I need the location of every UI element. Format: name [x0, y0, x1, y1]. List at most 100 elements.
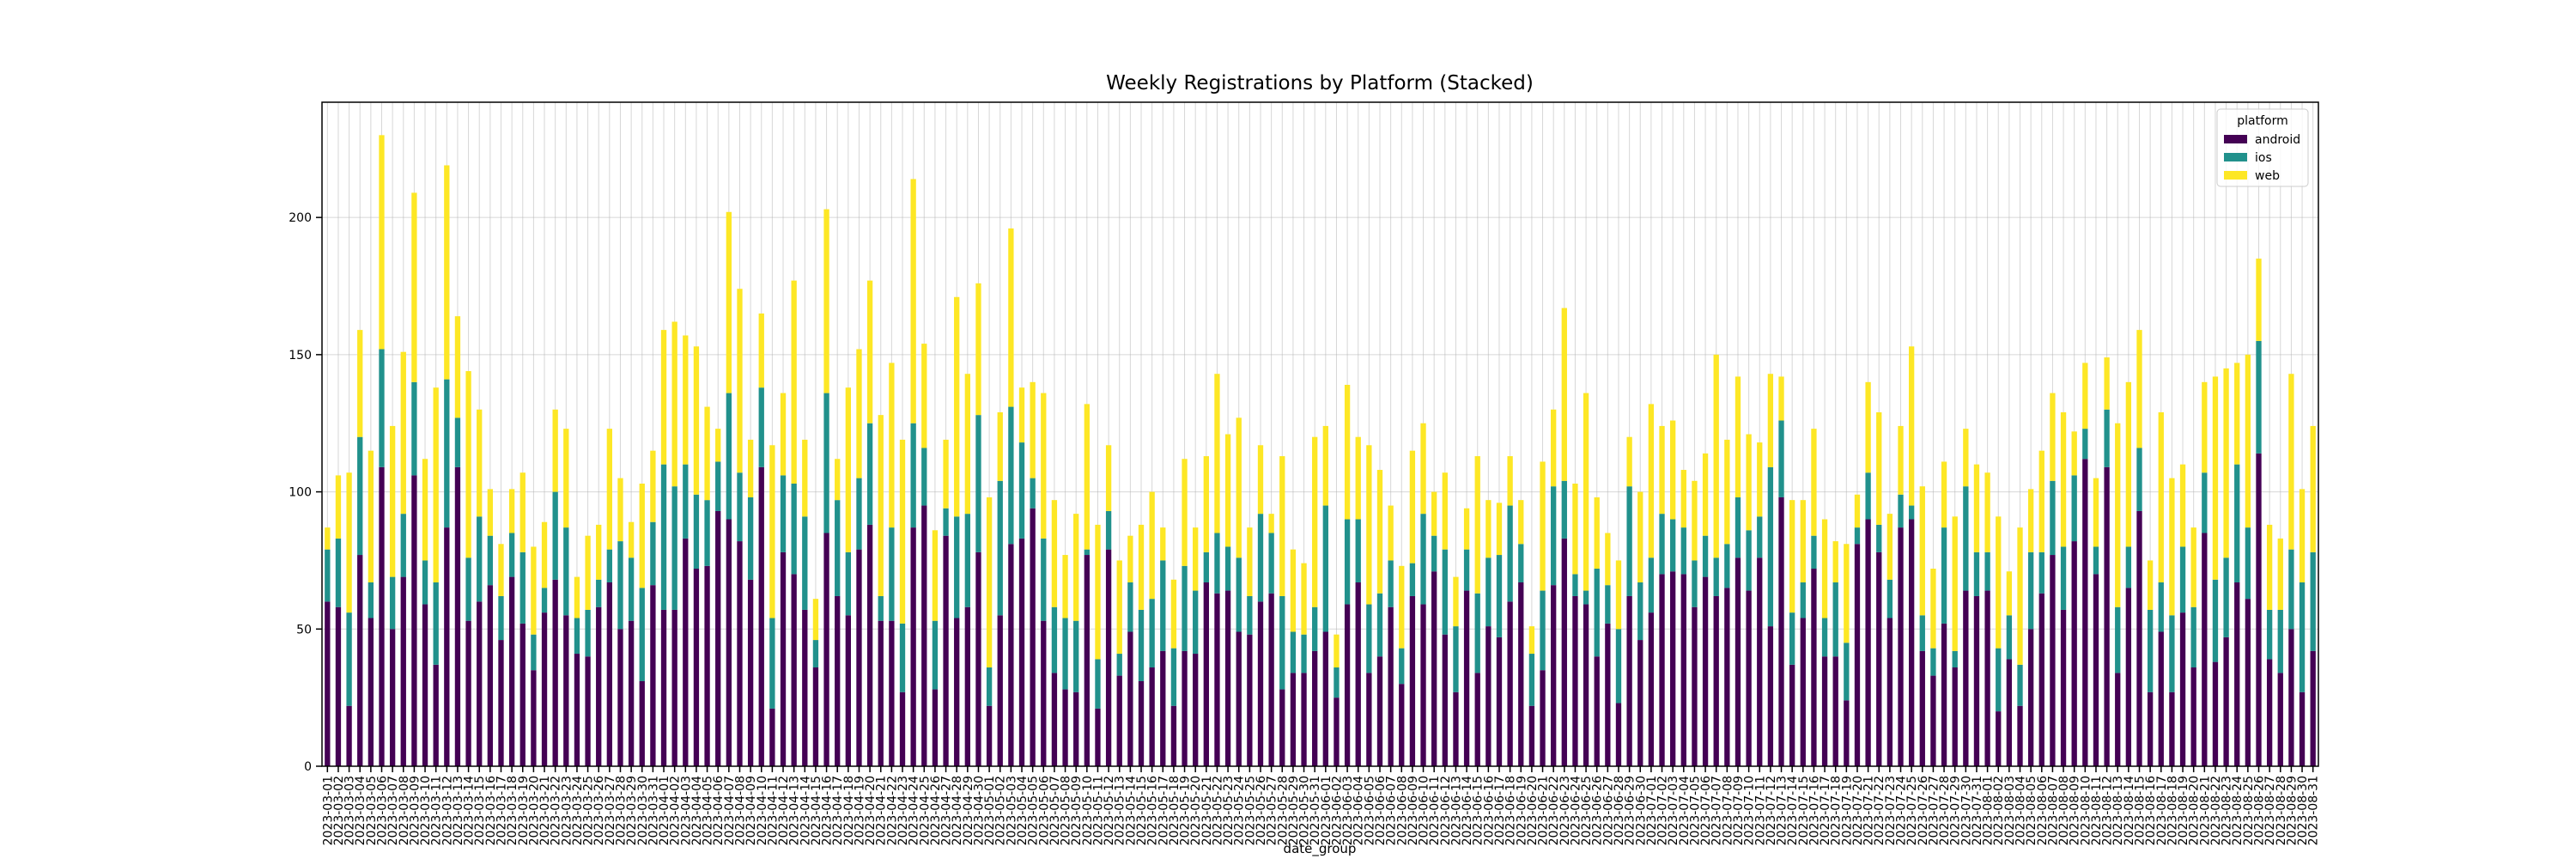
bar-segment [2027, 551, 2034, 630]
x-tick-label: 2023-08-06 [2036, 776, 2050, 845]
bar-segment [1518, 544, 1524, 582]
bar-segment [932, 620, 939, 690]
bar-segment [1605, 585, 1611, 624]
bar-segment [2190, 606, 2196, 668]
bar-segment [563, 527, 569, 616]
bar-segment [845, 387, 851, 552]
x-tick-label: 2023-06-13 [1449, 776, 1463, 845]
bar-segment [541, 588, 548, 613]
bar-segment [1637, 491, 1643, 582]
x-tick-label: 2023-06-01 [1320, 776, 1334, 845]
x-tick-label: 2023-05-03 [1005, 776, 1018, 845]
bar-segment [747, 497, 754, 580]
x-tick-label: 2023-08-25 [2242, 776, 2256, 845]
bar-segment [1073, 514, 1079, 621]
x-tick-label: 2023-06-24 [1569, 776, 1583, 845]
bar-segment [2050, 555, 2056, 766]
x-tick-label: 2023-08-09 [2069, 776, 2082, 845]
bar-segment [1355, 519, 1361, 582]
bar-segment [823, 533, 829, 766]
bar-segment [531, 546, 537, 635]
bar-segment [1832, 656, 1838, 766]
bar-segment [1800, 618, 1806, 766]
x-tick-label: 2023-03-09 [408, 776, 422, 845]
bar-segment [628, 557, 635, 621]
bar-segment [1257, 445, 1264, 515]
bar-segment [1170, 705, 1177, 766]
x-tick-label: 2023-05-16 [1146, 776, 1160, 845]
x-tick-label: 2023-06-19 [1515, 776, 1528, 845]
bar-segment [1334, 667, 1340, 698]
bar-segment [552, 409, 558, 492]
bar-segment [1214, 593, 1220, 766]
y-tick-label: 50 [296, 623, 312, 637]
x-axis-label: date_group [1284, 841, 1357, 857]
bar-segment [1312, 650, 1318, 766]
bar-segment [693, 569, 700, 766]
x-tick-label: 2023-07-19 [1840, 776, 1854, 845]
bar-segment [2060, 411, 2067, 547]
bar-segment [1224, 546, 1231, 591]
bar-segment [1105, 549, 1112, 766]
bar-segment [1366, 673, 1372, 766]
bar-segment [2179, 546, 2186, 613]
bar-segment [1442, 549, 1448, 635]
bar-segment [823, 209, 829, 393]
bar-segment [2266, 524, 2273, 610]
bar-segment [943, 439, 949, 509]
bar-segment [357, 555, 363, 766]
bar-segment [1409, 563, 1416, 596]
bar-segment [1344, 604, 1351, 766]
bar-segment [1919, 615, 1925, 651]
x-tick-label: 2023-08-04 [2014, 776, 2028, 845]
bar-segment [1952, 667, 1958, 766]
bar-segment [1442, 472, 1448, 550]
bar-segment [541, 612, 548, 766]
bar-segment [812, 667, 819, 766]
bar-segment [2082, 459, 2088, 766]
bar-segment [2310, 551, 2316, 651]
bar-segment [975, 415, 981, 552]
bar-segment [1030, 508, 1036, 766]
bar-segment [346, 705, 352, 766]
bar-segment [389, 425, 396, 577]
bar-segment [683, 538, 689, 766]
bar-segment [660, 330, 667, 465]
bar-segment [1680, 470, 1686, 528]
bar-segment [519, 623, 526, 766]
bar-segment [1084, 555, 1090, 766]
bar-segment [1247, 595, 1253, 635]
bar-segment [1713, 557, 1719, 596]
x-tick-label: 2023-07-10 [1743, 776, 1757, 845]
bar-segment [2202, 472, 2208, 533]
legend-label: android [2255, 133, 2300, 147]
bar-segment [910, 179, 916, 423]
x-tick-label: 2023-03-14 [463, 776, 477, 845]
bar-segment [1420, 423, 1426, 515]
bar-segment [1355, 582, 1361, 766]
x-tick-label: 2023-05-05 [1027, 776, 1041, 845]
bar-segment [2158, 411, 2164, 582]
x-tick-label: 2023-07-07 [1710, 776, 1724, 845]
bar-segment [2082, 429, 2088, 460]
bar-segment [1485, 557, 1492, 627]
bar-segment [335, 538, 342, 607]
bar-segment [1637, 582, 1643, 641]
x-tick-label: 2023-08-21 [2198, 776, 2212, 845]
bar-segment [1182, 650, 1188, 766]
bar-segment [1832, 541, 1838, 582]
bar-segment [2006, 659, 2013, 766]
bar-segment [943, 535, 949, 766]
x-tick-label: 2023-04-18 [842, 776, 856, 845]
bar-segment [1474, 456, 1480, 594]
x-tick-label: 2023-07-12 [1765, 776, 1778, 845]
bar-segment [802, 609, 808, 766]
x-tick-label: 2023-07-09 [1732, 776, 1746, 845]
bar-segment [628, 521, 635, 558]
bar-segment [1138, 524, 1145, 610]
x-tick-label: 2023-03-29 [625, 776, 639, 845]
bar-segment [2245, 527, 2251, 600]
bar-segment [1301, 563, 1307, 635]
bar-segment [1312, 436, 1318, 607]
bar-segment [1170, 648, 1177, 706]
